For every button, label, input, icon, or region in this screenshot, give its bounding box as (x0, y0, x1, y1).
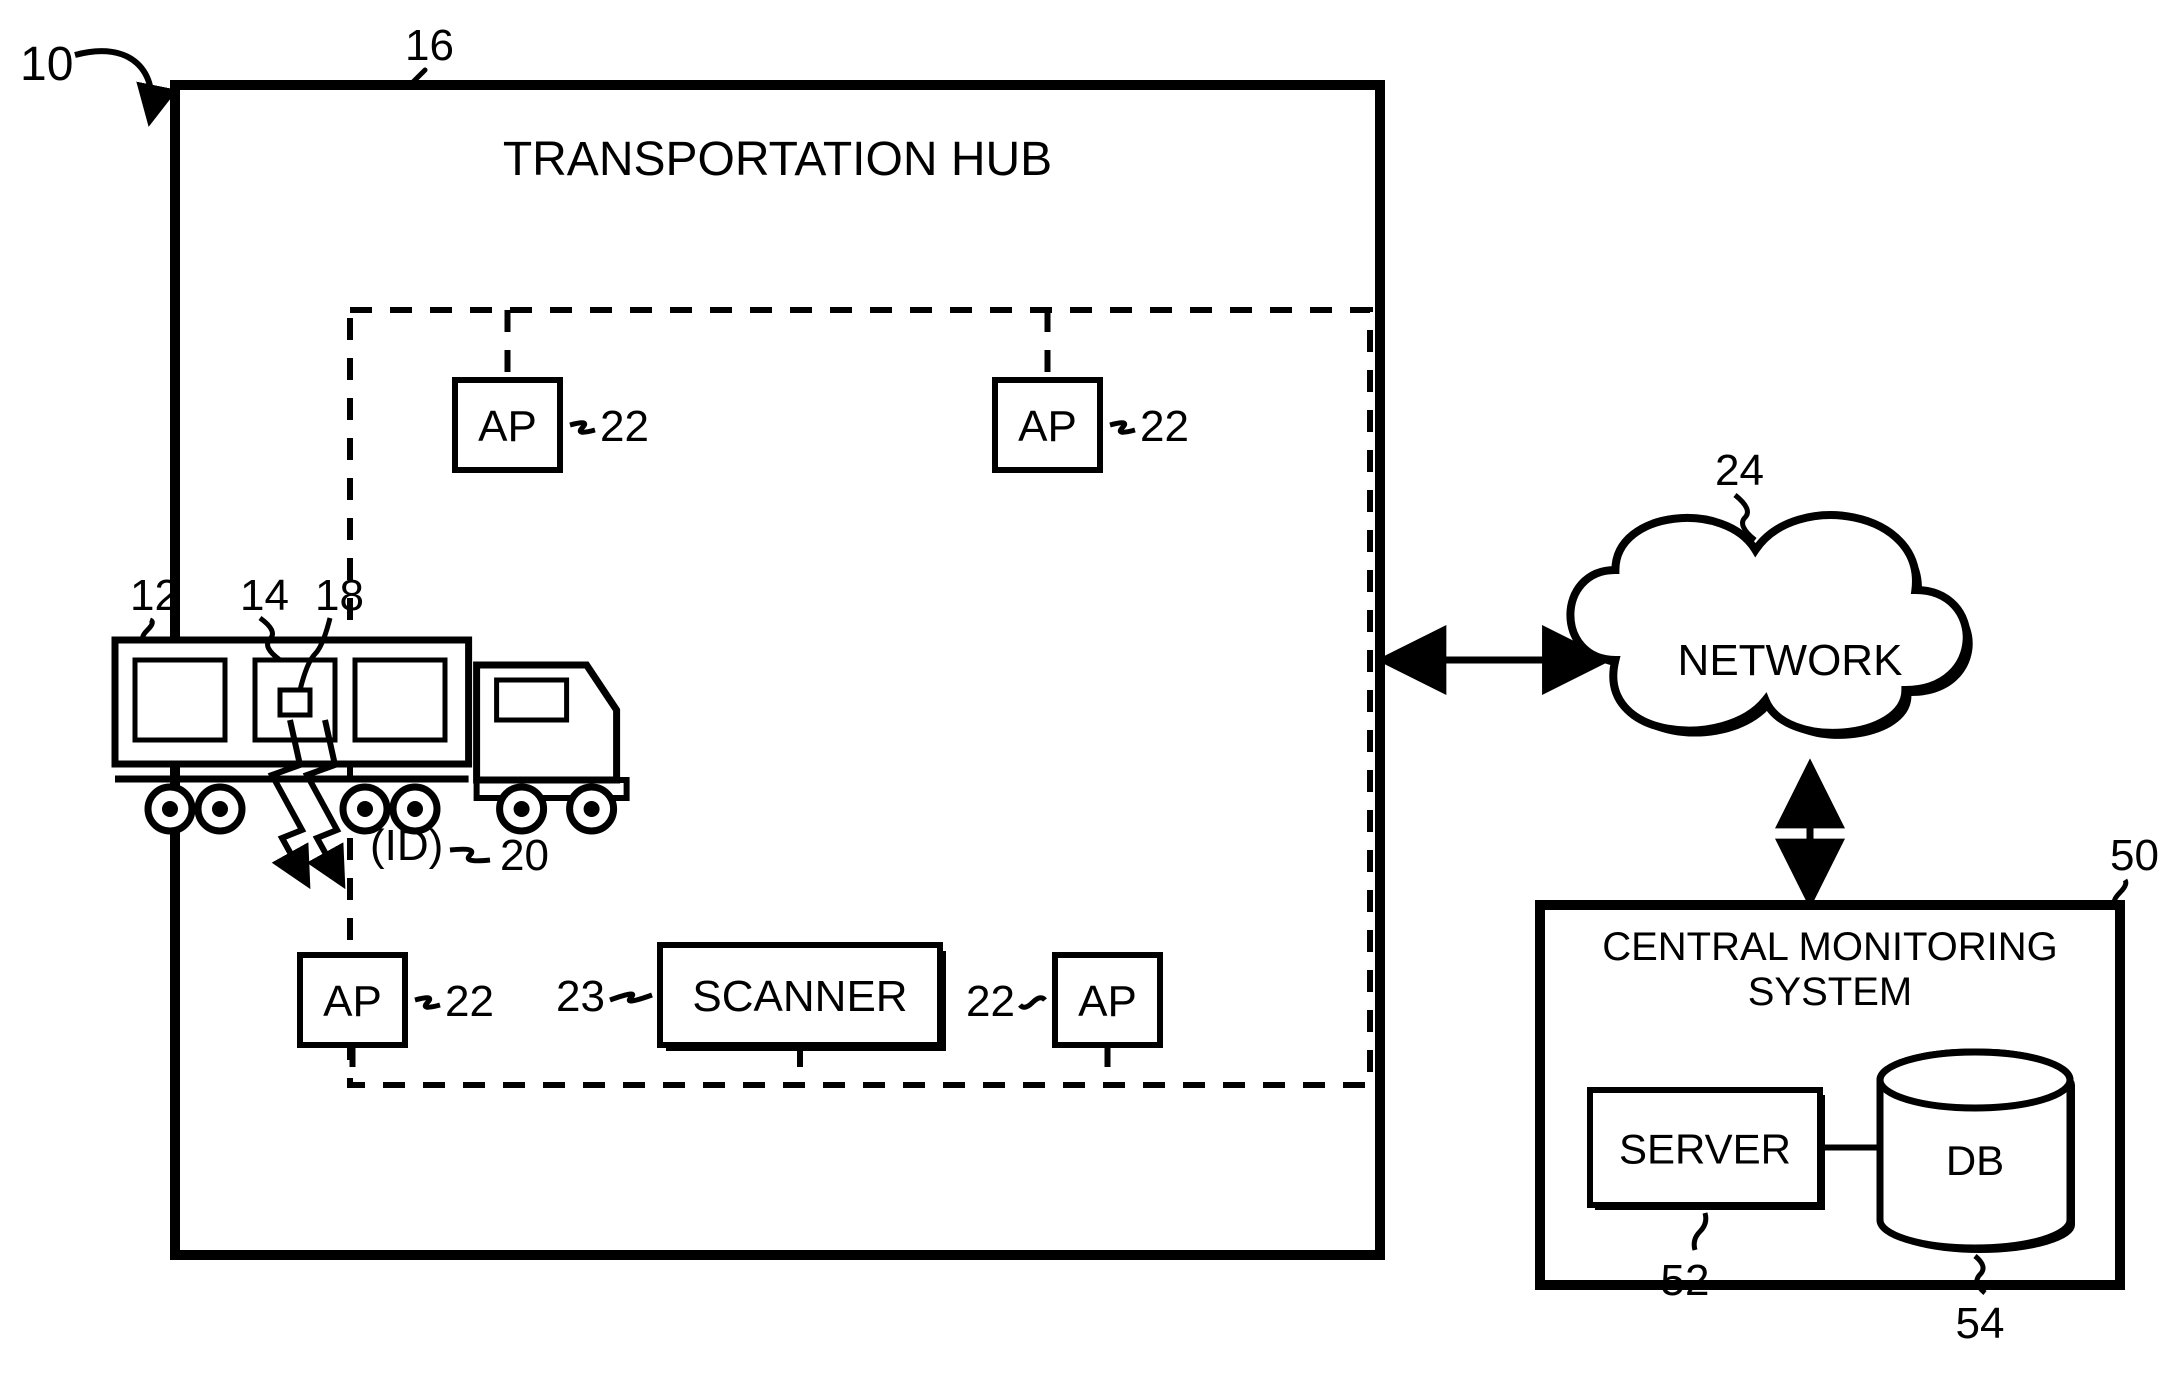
hub-title: TRANSPORTATION HUB (503, 133, 1052, 186)
ref-16: 16 (405, 21, 454, 70)
ap-bottom-right-ref: 22 (966, 977, 1015, 1026)
ap-bottom-right-label: AP (1078, 977, 1137, 1026)
cms-title-1: CENTRAL MONITORING (1602, 925, 2058, 969)
server-label: SERVER (1619, 1126, 1791, 1173)
ref-52: 52 (1661, 1256, 1710, 1305)
ref-50: 50 (2110, 831, 2159, 880)
network-label: NETWORK (1678, 636, 1903, 685)
ref-10: 10 (20, 38, 73, 91)
truck-icon (115, 640, 627, 831)
id-label: (ID) (370, 821, 443, 870)
ap-bottom-left-label: AP (323, 977, 382, 1026)
ap-top-left-ref: 22 (600, 402, 649, 451)
ref-12: 12 (130, 571, 179, 620)
network-cloud (1570, 515, 1966, 733)
ref-14: 14 (240, 571, 289, 620)
db-label: DB (1946, 1137, 2004, 1184)
ap-top-left-label: AP (478, 402, 537, 451)
ref-24: 24 (1715, 446, 1764, 495)
ref-18: 18 (315, 571, 364, 620)
ref-20: 20 (500, 831, 549, 880)
ref-10-arrow (75, 51, 152, 120)
ap-bottom-left-ref: 22 (445, 977, 494, 1026)
ap-top-right-ref: 22 (1140, 402, 1189, 451)
ref-54: 54 (1956, 1299, 2005, 1348)
scanner-label: SCANNER (692, 972, 907, 1021)
ap-top-right-label: AP (1018, 402, 1077, 451)
cms-title-2: SYSTEM (1748, 970, 1912, 1014)
ref-23: 23 (556, 972, 605, 1021)
